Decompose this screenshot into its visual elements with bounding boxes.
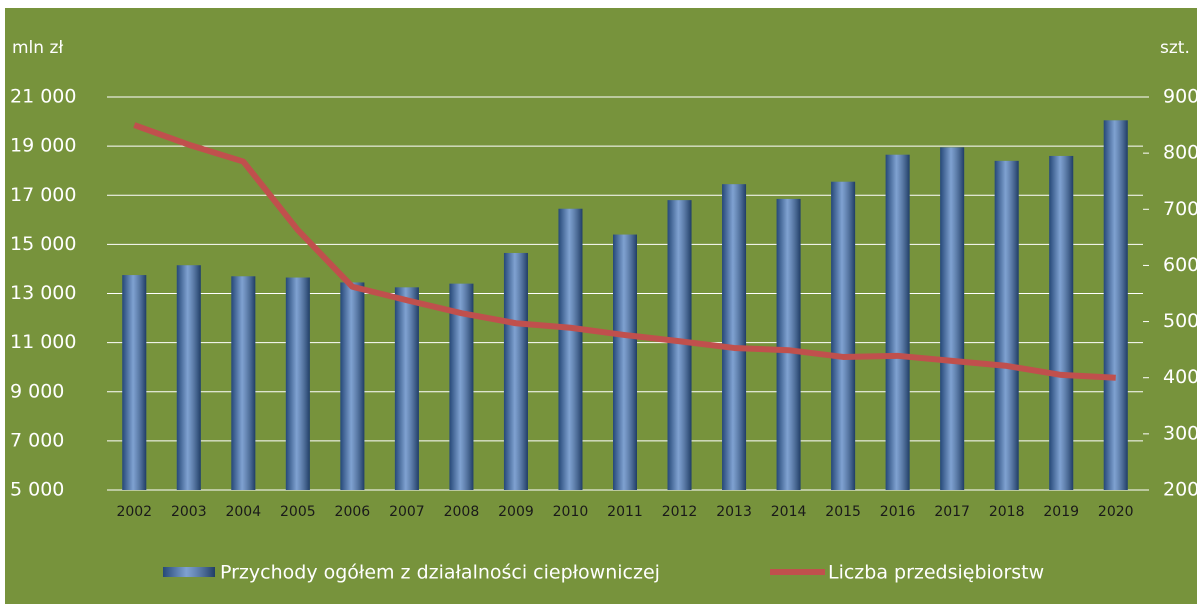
bar-sheen (885, 154, 910, 491)
bar-sheen (1103, 120, 1128, 490)
bar-sheen (231, 276, 256, 490)
bar-sheen (1049, 155, 1074, 490)
x-tick-label: 2018 (989, 504, 1025, 520)
bar-sheen (613, 234, 637, 490)
y2-tick-label: 400 (1163, 366, 1197, 388)
y-tick-label: 17 000 (10, 184, 76, 206)
x-tick-label: 2009 (498, 504, 534, 520)
y2-axis-label: szt. (1160, 38, 1190, 58)
bar-sheen (831, 181, 856, 490)
legend-swatch-sheen (163, 567, 215, 577)
y2-tick-label: 700 (1163, 198, 1197, 220)
y-tick-label: 5 000 (10, 479, 64, 501)
bar-sheen (940, 147, 965, 490)
x-tick-label: 2010 (553, 504, 589, 520)
y2-tick-label: 600 (1163, 254, 1197, 276)
bar-sheen (340, 282, 365, 490)
y-axis-label: mln zł (12, 38, 63, 58)
y-tick-label: 21 000 (10, 86, 76, 108)
x-tick-label: 2004 (225, 504, 261, 520)
bar-sheen (449, 283, 474, 490)
line (133, 122, 1116, 381)
bar-sheen (776, 198, 801, 490)
y-tick-label: 15 000 (10, 233, 76, 255)
y2-tick-label: 200 (1163, 479, 1197, 501)
y2-tick-label: 900 (1163, 86, 1197, 108)
x-tick-label: 2017 (934, 504, 970, 520)
x-tick-label: 2007 (389, 504, 425, 520)
x-tick-label: 2008 (444, 504, 480, 520)
x-tick-label: 2016 (880, 504, 916, 520)
legend-label: Przychody ogółem z działalności ciepłown… (220, 562, 660, 584)
bar-sheen (176, 265, 201, 490)
x-tick-label: 2002 (116, 504, 152, 520)
bar-sheen (558, 208, 583, 490)
bar-sheen (503, 252, 528, 490)
bar-sheen (394, 287, 419, 490)
y2-tick-label: 800 (1163, 142, 1197, 164)
bar-sheen (122, 275, 147, 490)
x-tick-label: 2006 (335, 504, 371, 520)
y-tick-label: 13 000 (10, 282, 76, 304)
y2-tick-label: 300 (1163, 422, 1197, 444)
y-tick-label: 19 000 (10, 135, 76, 157)
bar-sheen (994, 160, 1019, 491)
y2-tick-label: 500 (1163, 310, 1197, 332)
x-tick-label: 2015 (825, 504, 861, 520)
y-tick-label: 7 000 (10, 429, 64, 451)
x-tick-label: 2011 (607, 504, 643, 520)
x-tick-label: 2005 (280, 504, 316, 520)
bar-sheen (722, 184, 747, 490)
x-tick-label: 2020 (1098, 504, 1134, 520)
x-tick-label: 2003 (171, 504, 207, 520)
x-tick-label: 2013 (716, 504, 752, 520)
y-tick-label: 9 000 (10, 380, 64, 402)
legend-label: Liczba przedsiębiorstw (828, 562, 1044, 584)
x-tick-label: 2019 (1043, 504, 1079, 520)
x-tick-label: 2012 (662, 504, 698, 520)
x-tick-label: 2014 (771, 504, 807, 520)
y-tick-label: 11 000 (10, 331, 76, 353)
bar-sheen (285, 277, 310, 490)
